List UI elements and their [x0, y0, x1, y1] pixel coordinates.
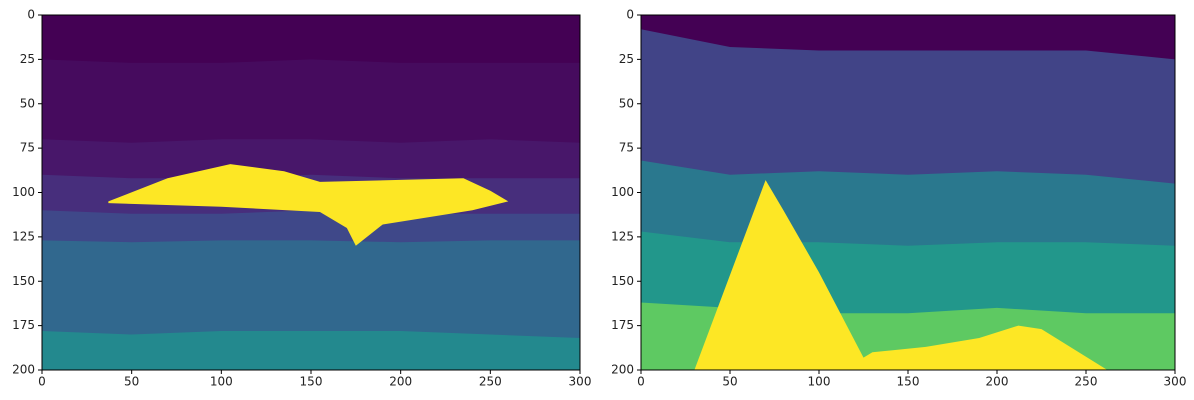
y-tick-label: 200 — [12, 363, 35, 377]
y-tick-label: 125 — [611, 229, 634, 243]
x-tick-label: 200 — [986, 375, 1009, 389]
y-tick-label: 175 — [611, 318, 634, 332]
y-tick-label: 75 — [619, 141, 634, 155]
x-tick-label: 150 — [300, 375, 323, 389]
layer — [42, 330, 580, 370]
plot-area — [42, 15, 580, 370]
x-tick-label: 250 — [1075, 375, 1098, 389]
x-tick-label: 250 — [479, 375, 502, 389]
body — [108, 164, 509, 246]
y-tick-label: 25 — [20, 52, 35, 66]
x-tick-label: 300 — [1164, 375, 1187, 389]
y-tick-label: 125 — [12, 229, 35, 243]
body — [694, 180, 1108, 370]
x-tick-label: 100 — [808, 375, 831, 389]
y-tick-label: 150 — [611, 274, 634, 288]
y-tick-label: 50 — [619, 96, 634, 110]
x-tick-label: 100 — [210, 375, 233, 389]
panel: 0 50 100 150 200 250 300 0 25 50 75 100 125 150 175 200 — [611, 8, 1186, 389]
x-tick-label: 200 — [389, 375, 412, 389]
x-tick-label: 0 — [38, 375, 46, 389]
y-tick-label: 50 — [20, 96, 35, 110]
y-tick-label: 100 — [611, 185, 634, 199]
panel: 0 50 100 150 200 250 300 0 25 50 75 100 125 150 175 200 — [12, 8, 591, 389]
x-tick-label: 50 — [124, 375, 139, 389]
x-tick-label: 0 — [637, 375, 645, 389]
y-tick-label: 0 — [626, 8, 634, 22]
y-tick-label: 100 — [12, 185, 35, 199]
x-tick-label: 300 — [569, 375, 592, 389]
y-tick-label: 25 — [619, 52, 634, 66]
y-tick-label: 0 — [27, 8, 35, 22]
x-tick-label: 50 — [722, 375, 737, 389]
y-tick-label: 150 — [12, 274, 35, 288]
y-tick-label: 200 — [611, 363, 634, 377]
x-tick-label: 150 — [897, 375, 920, 389]
plot-area — [641, 15, 1175, 370]
y-tick-label: 75 — [20, 141, 35, 155]
y-tick-label: 175 — [12, 318, 35, 332]
